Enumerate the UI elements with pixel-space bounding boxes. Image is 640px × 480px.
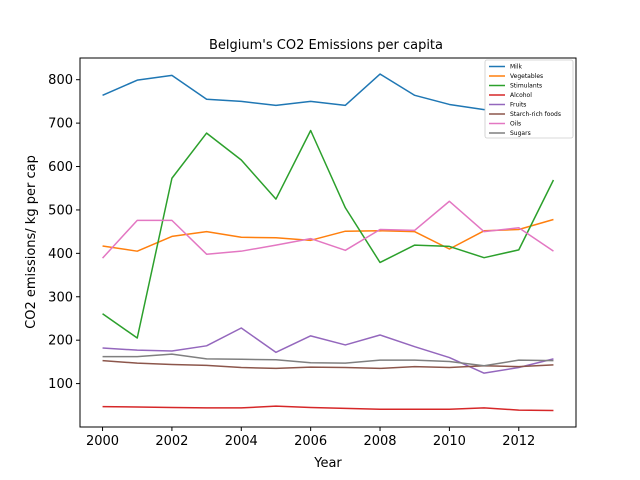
series-line-stimulants [102,129,555,339]
x-tick-label: 2010 [433,434,466,449]
series-line-oils [101,200,554,259]
legend-label-stimulants: Stimulants [510,83,542,90]
y-tick-label: 300 [48,290,73,305]
legend-label-sugars: Sugars [510,130,531,137]
x-tick-label: 2000 [86,434,119,449]
legend-label-fruits: Fruits [510,102,526,109]
x-axis-label: Year [313,456,342,471]
y-tick-label: 800 [48,73,73,88]
series-line-alcohol [102,405,554,412]
series-line-vegetables [102,218,554,252]
series-line-sugars [102,353,554,367]
y-tick-label: 600 [48,160,73,175]
x-tick-label: 2002 [155,434,188,449]
y-tick-label: 500 [48,203,73,218]
chart-title: Belgium's CO2 Emissions per capita [209,38,443,53]
legend-label-oils: Oils [510,121,521,128]
series-line-fruits [102,327,554,374]
y-axis-ticks: 100 200 300 400 500 600 700 800 [48,73,80,392]
x-axis-ticks: 2000 2002 2004 2006 2008 2010 2012 [86,427,535,449]
legend-label-vegetables: Vegetables [510,73,543,80]
series-line-starch-rich-foods [102,359,554,370]
legend-label-alcohol: Alcohol [510,92,532,99]
legend-box [484,59,574,139]
series-layer [101,73,555,412]
y-tick-label: 200 [48,334,73,349]
x-tick-label: 2004 [225,434,258,449]
legend-label-starch-rich-foods: Starch-rich foods [510,111,561,118]
y-axis-label: CO2 emissions/ kg per cap [24,155,39,329]
x-tick-label: 2006 [294,434,327,449]
legend-label-milk: Milk [510,64,523,71]
y-tick-label: 700 [48,117,73,132]
y-tick-label: 100 [48,377,73,392]
x-tick-label: 2008 [363,434,396,449]
legend: Milk Vegetables Stimulants Alcohol Fruits Sta… [484,59,574,139]
x-tick-label: 2012 [502,434,535,449]
plot-frame [79,57,577,428]
series-line-milk [102,73,554,111]
y-tick-label: 400 [48,247,73,262]
